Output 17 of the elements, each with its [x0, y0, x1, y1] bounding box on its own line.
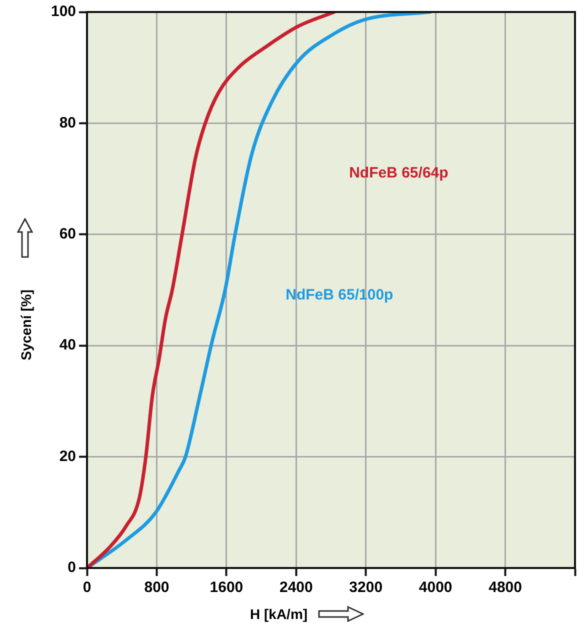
y-tick-label: 100 [50, 3, 76, 20]
x-tick-label: 4800 [488, 579, 522, 596]
y-tick-label: 0 [68, 559, 76, 576]
y-axis-title: Sycení [%] [18, 290, 34, 360]
x-tick-label: 800 [144, 579, 170, 596]
x-tick-label: 0 [82, 579, 92, 596]
x-axis-title: H [kA/m] [250, 606, 308, 622]
x-tick-label: 4000 [418, 579, 452, 596]
text: NdFeB 65/100p [286, 286, 394, 304]
y-tick-label: 80 [59, 114, 76, 132]
x-tick-label: 1600 [210, 579, 244, 596]
y-tick-label: 60 [59, 226, 76, 243]
x-tick-label: 2400 [279, 579, 313, 596]
y-tick-label: 20 [59, 448, 76, 465]
text: NdFeB 65/64p [349, 164, 448, 182]
x-tick-label: 3200 [349, 579, 383, 596]
y-tick-label: 40 [59, 336, 76, 354]
